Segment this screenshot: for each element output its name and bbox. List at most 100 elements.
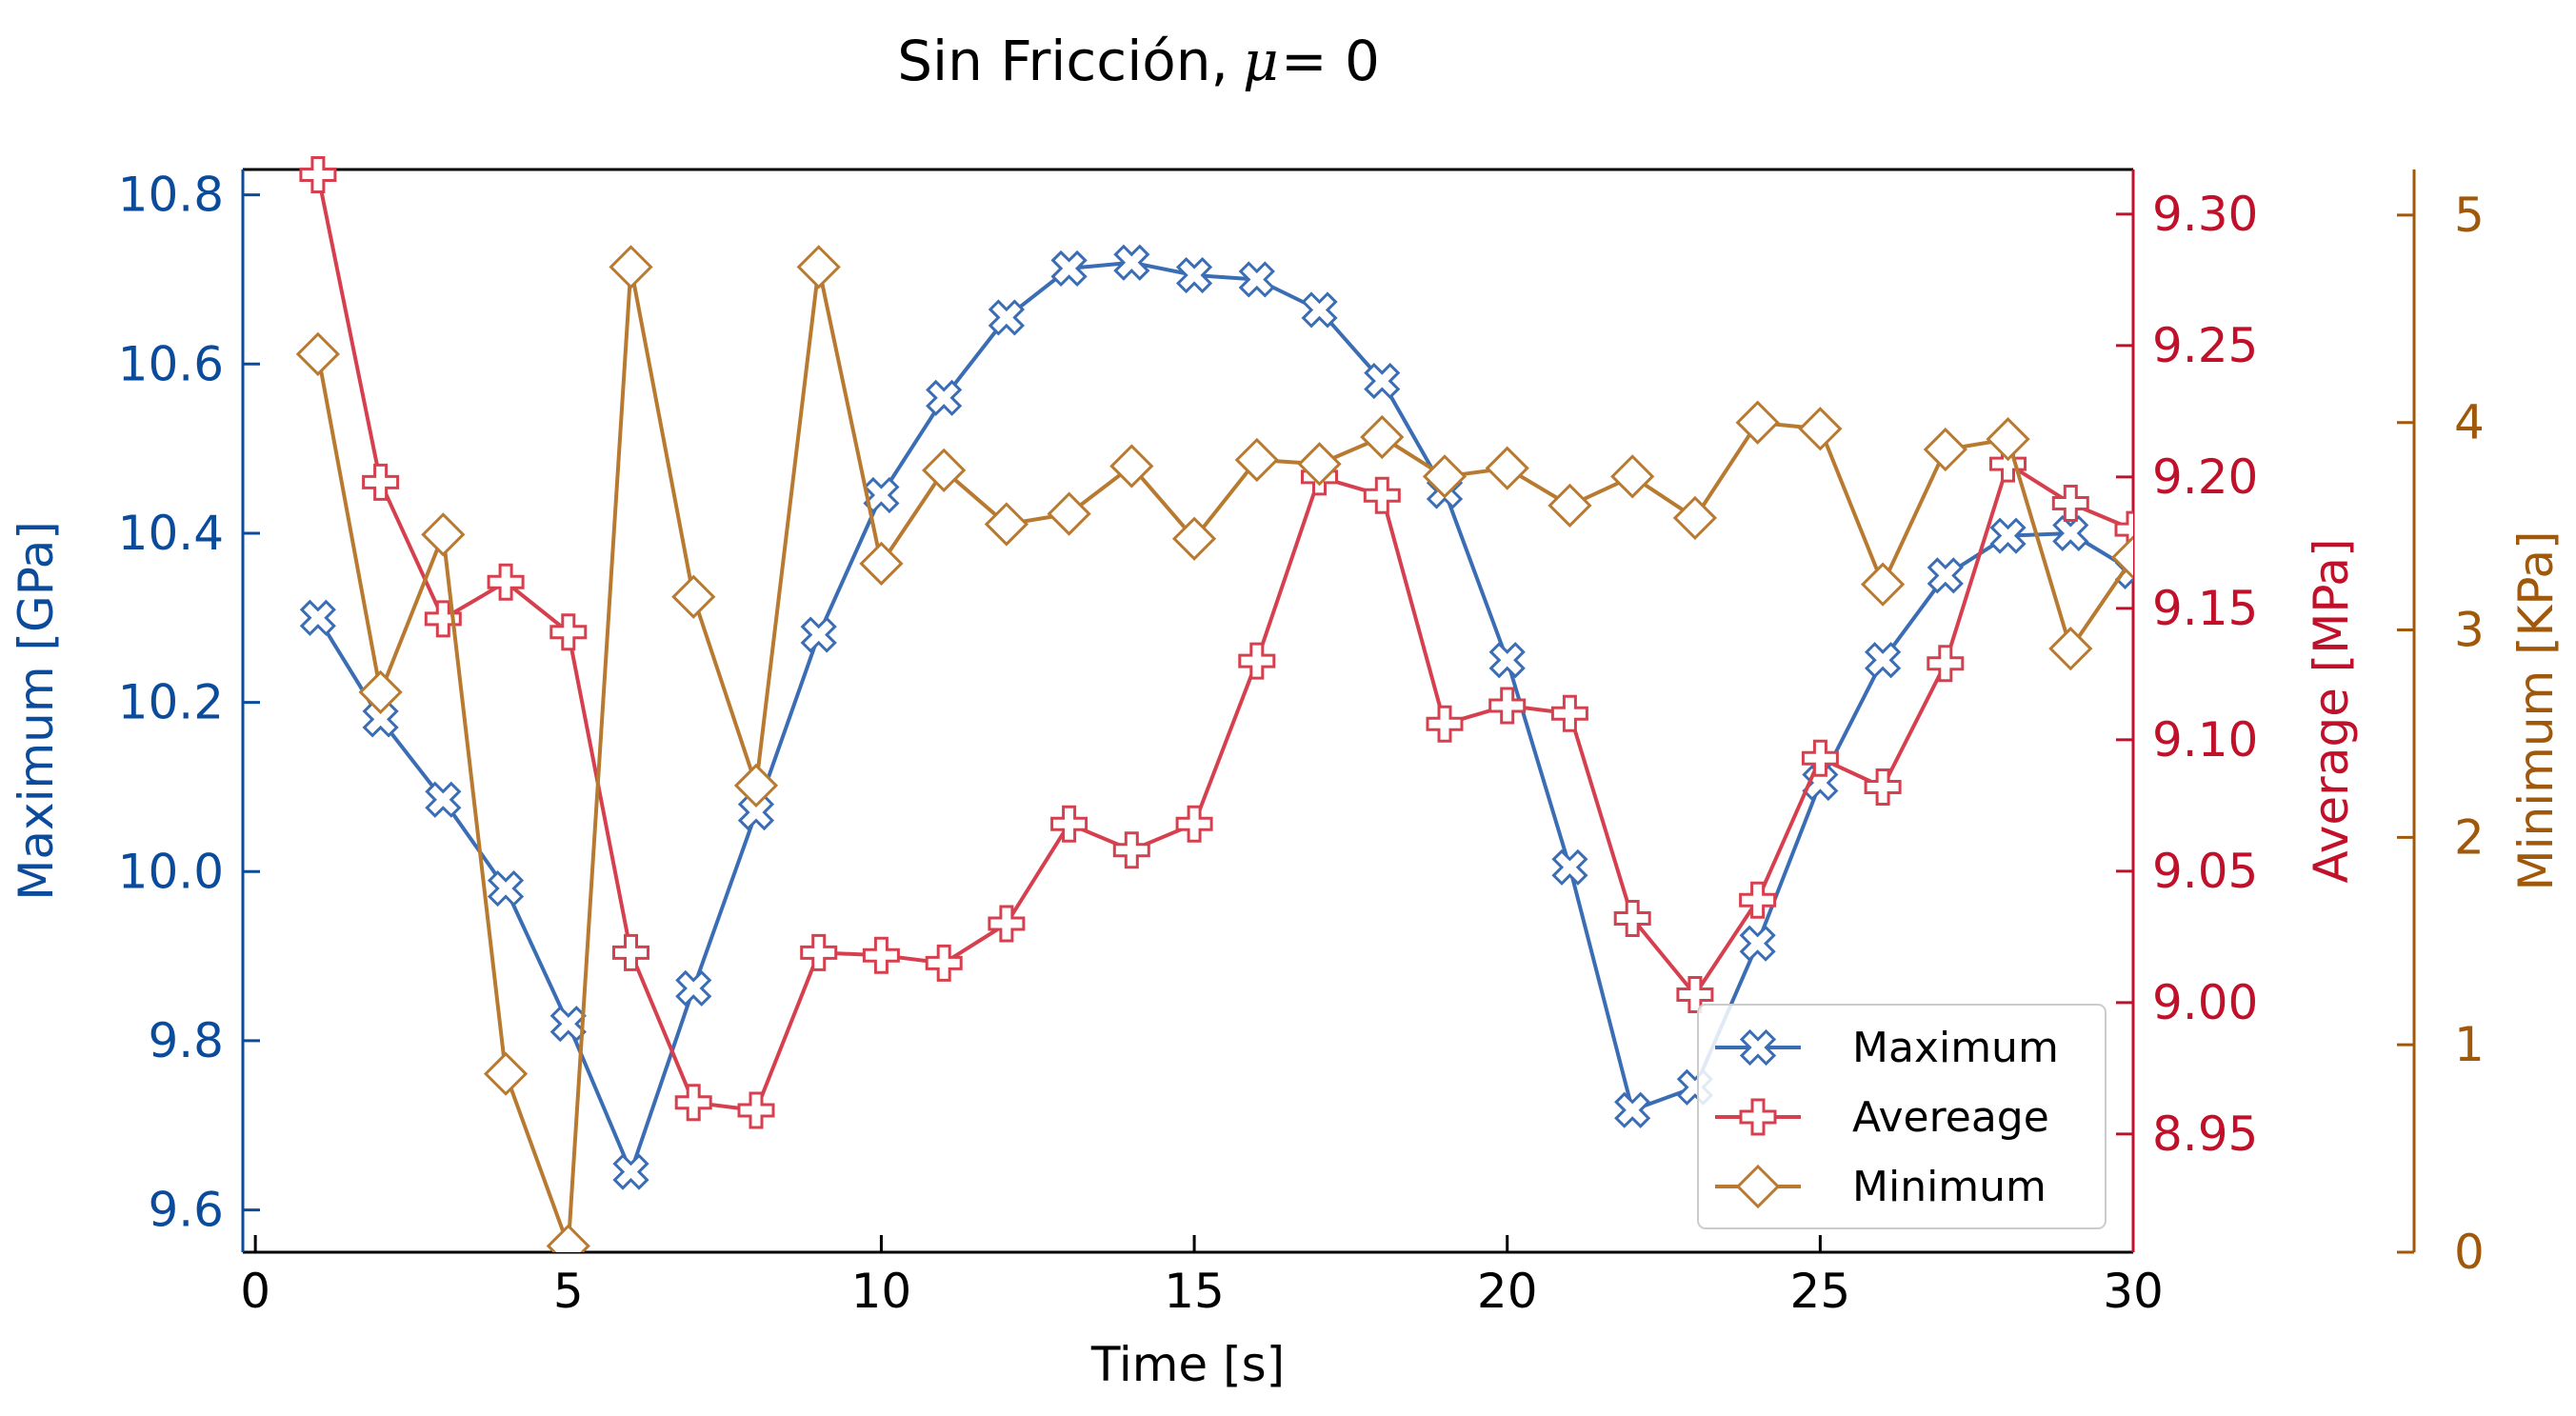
series-line-minimum xyxy=(315,265,2133,1248)
y-tick-label-average: 9.05 xyxy=(2152,844,2258,899)
data-point-maximum xyxy=(549,1006,587,1043)
y-tick-label-minimum: 2 xyxy=(2454,809,2485,865)
data-point-maximum xyxy=(2052,514,2089,552)
x-axis-label: Time [s] xyxy=(1090,1337,1285,1392)
y-axis-average: 8.95 9.00 9.05 9.10 9.15 9.20 9.25 9.30 Average … xyxy=(2116,170,2359,1252)
data-point-average xyxy=(1488,687,1527,725)
legend-label-minimum: Minimum xyxy=(1852,1163,2047,1211)
legend-marker-minimum xyxy=(1735,1164,1781,1209)
legend-item-maximum: Maximum xyxy=(1715,1024,2059,1072)
data-point-minimum xyxy=(1485,446,1529,490)
y-tick-label-average: 9.25 xyxy=(2152,318,2258,373)
data-point-maximum xyxy=(1301,291,1338,329)
data-point-maximum xyxy=(1927,557,1964,594)
data-point-average xyxy=(674,1084,712,1122)
data-point-maximum xyxy=(612,1153,649,1190)
series-line-average xyxy=(315,174,2133,1112)
y-tick-label-minimum: 0 xyxy=(2454,1225,2485,1280)
data-point-minimum xyxy=(1422,454,1468,499)
data-point-minimum xyxy=(1548,483,1592,528)
y-tick-label-maximum: 9.6 xyxy=(148,1183,224,1238)
y-tick-label-maximum: 9.8 xyxy=(148,1013,224,1068)
series-average xyxy=(299,156,2133,1129)
data-point-average xyxy=(487,563,525,601)
data-point-average xyxy=(988,905,1026,943)
x-tick-label: 15 xyxy=(1164,1264,1225,1319)
data-point-average xyxy=(1050,805,1088,843)
data-point-average xyxy=(362,463,400,501)
data-point-average xyxy=(1426,705,1464,743)
y-tick-label-average: 9.15 xyxy=(2152,581,2258,636)
y-tick-label-average: 9.00 xyxy=(2152,975,2258,1030)
legend-item-average: Avereage xyxy=(1715,1093,2049,1142)
data-point-maximum xyxy=(1050,249,1088,288)
data-point-average xyxy=(1613,900,1651,937)
data-point-minimum xyxy=(1297,442,1342,487)
data-point-minimum xyxy=(733,763,779,808)
data-point-minimum xyxy=(1360,414,1405,460)
data-point-minimum xyxy=(1047,491,1091,536)
x-tick-label: 5 xyxy=(553,1264,584,1319)
data-point-minimum xyxy=(922,448,967,492)
data-point-average xyxy=(862,936,900,974)
chart-title: Sin Fricción, μ = 0 xyxy=(897,29,1380,93)
data-point-average xyxy=(2051,485,2089,522)
data-point-minimum xyxy=(1672,495,1718,541)
data-point-average xyxy=(612,933,649,971)
data-point-maximum xyxy=(1739,925,1776,962)
y-tick-label-maximum: 10.2 xyxy=(118,675,224,730)
y-axis-maximum: 9.6 9.8 10.0 10.2 10.4 10.6 10.8 Maximum [GPa] xyxy=(9,168,260,1252)
data-point-maximum xyxy=(1551,848,1588,886)
y-axis-label-maximum: Maximum [GPa] xyxy=(9,521,64,901)
y-tick-label-minimum: 5 xyxy=(2454,188,2485,243)
data-point-maximum xyxy=(487,869,525,907)
data-point-maximum xyxy=(1364,362,1401,400)
data-point-maximum xyxy=(926,379,963,416)
y-tick-label-maximum: 10.4 xyxy=(118,506,224,561)
x-tick-label: 10 xyxy=(851,1264,912,1319)
data-point-maximum xyxy=(1175,256,1213,294)
data-point-average xyxy=(925,944,963,982)
y-tick-label-average: 9.20 xyxy=(2152,449,2258,505)
data-point-average xyxy=(549,613,588,651)
legend-label-maximum: Maximum xyxy=(1852,1024,2059,1072)
data-point-average xyxy=(1550,694,1588,732)
data-point-maximum xyxy=(1614,1091,1651,1128)
data-point-minimum xyxy=(1234,437,1279,483)
data-point-maximum xyxy=(1238,261,1275,298)
data-point-minimum xyxy=(796,245,841,289)
data-point-maximum xyxy=(425,781,462,818)
y-axis-label-average: Average [MPa] xyxy=(2304,539,2359,884)
x-tick-label: 0 xyxy=(240,1264,270,1319)
legend-label-average: Avereage xyxy=(1852,1093,2049,1142)
y-tick-label-minimum: 4 xyxy=(2454,395,2485,450)
x-axis: 0 5 10 15 20 25 30 Time [s] xyxy=(240,1235,2164,1392)
legend-marker-maximum xyxy=(1739,1028,1777,1067)
data-point-minimum xyxy=(1610,454,1655,499)
data-point-average xyxy=(1927,645,1965,683)
data-point-maximum xyxy=(1989,517,2027,554)
legend-box xyxy=(1697,1004,2107,1229)
legend-item-minimum: Minimum xyxy=(1715,1163,2047,1211)
data-point-minimum xyxy=(2048,627,2093,671)
data-point-maximum xyxy=(800,616,837,653)
data-point-average xyxy=(1238,642,1276,680)
data-point-minimum xyxy=(1923,427,1967,472)
data-point-average xyxy=(2114,510,2133,548)
data-point-average xyxy=(1175,805,1213,843)
data-point-average xyxy=(424,600,462,638)
data-point-maximum xyxy=(988,299,1026,336)
title-mu-value: = 0 xyxy=(1281,29,1380,93)
data-point-minimum xyxy=(546,1224,590,1252)
y-axis-minimum: 0 1 2 3 4 5 Minimum [KPa] xyxy=(2397,170,2564,1280)
data-point-average xyxy=(299,156,337,193)
data-point-minimum xyxy=(358,669,403,715)
y-tick-label-minimum: 3 xyxy=(2454,603,2485,658)
data-point-maximum xyxy=(1113,244,1150,281)
data-point-minimum xyxy=(421,512,466,557)
data-point-minimum xyxy=(1735,400,1780,445)
data-point-minimum xyxy=(1109,444,1154,489)
x-tick-label: 25 xyxy=(1790,1264,1851,1319)
series-maximum xyxy=(299,244,2133,1190)
